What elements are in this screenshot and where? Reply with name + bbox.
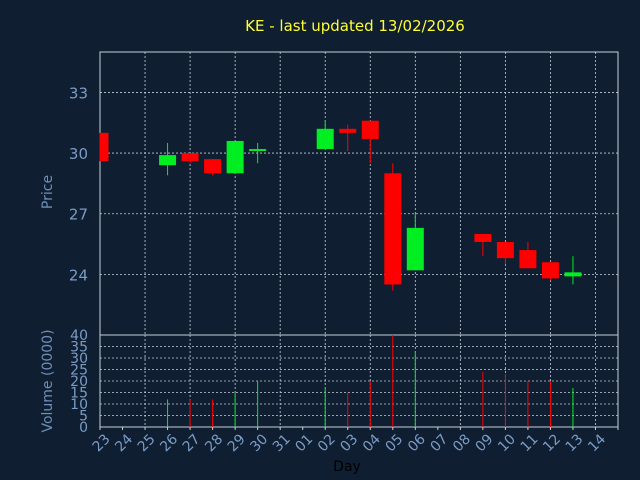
candle-body [519, 250, 537, 269]
candle-body [474, 233, 492, 243]
candle-body [541, 262, 559, 279]
x-tick-label: 29 [225, 431, 249, 455]
x-tick-label: 25 [135, 431, 159, 455]
price-tick-label: 33 [69, 84, 88, 102]
candle-body [204, 159, 222, 174]
x-tick-label: 09 [473, 431, 497, 455]
candle-body [564, 272, 582, 277]
candle-body [384, 173, 402, 285]
x-axis: 2324252627282930310102030405060708091011… [90, 427, 619, 455]
x-tick-label: 23 [90, 431, 114, 455]
volume-tick-label: 20 [70, 374, 88, 390]
x-axis-label: Day [333, 459, 361, 475]
x-tick-label: 04 [360, 431, 384, 455]
x-tick-label: 07 [428, 431, 452, 455]
volume-tick-label: 30 [70, 351, 88, 367]
price-panel-frame [99, 51, 619, 336]
candle-body [361, 120, 379, 139]
price-tick-label: 24 [69, 266, 88, 284]
price-tick-label: 30 [69, 145, 88, 163]
candle-body [159, 155, 177, 166]
x-tick-label: 12 [540, 431, 564, 455]
x-tick-label: 14 [585, 431, 609, 455]
candle-body [100, 132, 109, 162]
y-axis-label: Price [40, 175, 56, 209]
volume-tick-label: 5 [79, 409, 88, 425]
x-tick-label: 02 [315, 431, 339, 455]
candle-body [496, 242, 514, 259]
candle-body [226, 140, 244, 174]
volume-tick-label: 10 [70, 397, 88, 413]
x-tick-label: 26 [157, 431, 181, 455]
x-tick-label: 28 [202, 431, 226, 455]
volume-tick-label: 40 [70, 328, 88, 344]
x-tick-label: 31 [270, 431, 294, 455]
x-tick-label: 10 [495, 431, 519, 455]
volume-tick-label: 0 [79, 420, 88, 436]
x-tick-label: 03 [337, 431, 361, 455]
x-tick-label: 24 [112, 431, 136, 455]
volume-tick-label: 35 [70, 340, 88, 356]
candle-body [181, 153, 199, 162]
price-tick-label: 27 [69, 206, 88, 224]
volume-axis-label: Volume (0000) [40, 329, 56, 432]
candle-body [249, 149, 267, 152]
x-tick-label: 27 [180, 431, 204, 455]
candle-body [339, 128, 357, 133]
x-tick-label: 08 [450, 431, 474, 455]
x-tick-label: 06 [405, 431, 429, 455]
candle-body [406, 227, 424, 271]
x-tick-label: 30 [247, 431, 271, 455]
volume-tick-label: 25 [70, 363, 88, 379]
volume-tick-label: 15 [70, 386, 88, 402]
x-tick-label: 05 [382, 431, 406, 455]
x-tick-label: 11 [518, 431, 542, 455]
chart-title: KE - last updated 13/02/2026 [245, 17, 465, 35]
price-panel: 24 27 30 33 [69, 51, 619, 336]
x-tick-label: 13 [563, 431, 587, 455]
candle-body [316, 128, 334, 150]
x-tick-label: 01 [292, 431, 316, 455]
